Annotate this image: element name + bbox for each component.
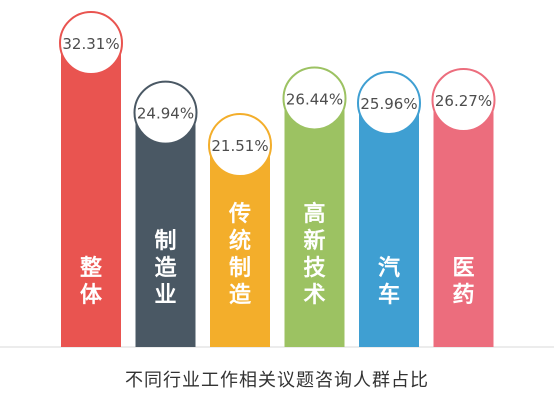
bar-3 (284, 98, 345, 347)
value-badge-2 (208, 113, 272, 177)
chart-title: 不同行业工作相关议题咨询人群占比 (125, 370, 429, 391)
value-badge-4 (357, 70, 421, 135)
value-label-4: 25.96% (360, 95, 417, 113)
value-badge-0 (59, 11, 123, 75)
category-label-2: 传统制造 (228, 202, 251, 308)
category-label-4: 汽车 (378, 255, 400, 308)
bar-5 (433, 100, 494, 348)
value-label-1: 24.94% (137, 105, 194, 123)
category-label-5: 医药 (452, 256, 474, 308)
value-label-5: 26.27% (435, 92, 492, 110)
value-label-2: 21.51% (211, 137, 268, 155)
value-label-3: 26.44% (286, 90, 343, 108)
bar-2 (210, 145, 270, 347)
value-badge-3 (282, 66, 347, 131)
category-label-0: 整体 (80, 255, 103, 308)
bar-0 (61, 43, 121, 347)
category-label-1: 制造业 (154, 229, 176, 308)
bar-4 (359, 102, 419, 347)
bar-1 (135, 112, 196, 347)
category-label-3: 高新技术 (303, 201, 326, 308)
value-badge-5 (431, 68, 496, 133)
value-label-0: 32.31% (62, 35, 119, 53)
value-badge-1 (133, 80, 198, 145)
